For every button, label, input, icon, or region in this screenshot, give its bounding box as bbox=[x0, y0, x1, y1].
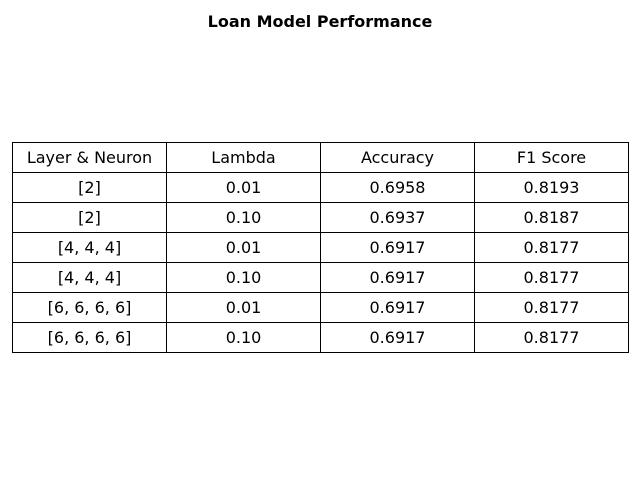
table-cell: 0.01 bbox=[166, 292, 321, 323]
table-cell: [4, 4, 4] bbox=[12, 262, 167, 293]
table-cell: 0.6917 bbox=[320, 262, 475, 293]
column-header: Accuracy bbox=[320, 142, 475, 173]
table-cell: 0.10 bbox=[166, 202, 321, 233]
table-cell: [4, 4, 4] bbox=[12, 232, 167, 263]
table-cell: 0.10 bbox=[166, 322, 321, 353]
table-cell: 0.01 bbox=[166, 172, 321, 203]
table-cell: 0.6917 bbox=[320, 232, 475, 263]
column-header: F1 Score bbox=[474, 142, 629, 173]
table-cell: 0.8177 bbox=[474, 232, 629, 263]
column-header: Layer & Neuron bbox=[12, 142, 167, 173]
table-cell: [2] bbox=[12, 202, 167, 233]
table-row: [4, 4, 4] 0.10 0.6917 0.8177 bbox=[12, 262, 629, 293]
table-cell: 0.8177 bbox=[474, 262, 629, 293]
column-header: Lambda bbox=[166, 142, 321, 173]
table-cell: 0.8193 bbox=[474, 172, 629, 203]
table-cell: [6, 6, 6, 6] bbox=[12, 292, 167, 323]
table-cell: 0.8177 bbox=[474, 292, 629, 323]
table-row: [2] 0.10 0.6937 0.8187 bbox=[12, 202, 629, 233]
chart-title: Loan Model Performance bbox=[207, 12, 433, 31]
table-cell: 0.6917 bbox=[320, 292, 475, 323]
table-row: [6, 6, 6, 6] 0.10 0.6917 0.8177 bbox=[12, 322, 629, 353]
table-cell: [2] bbox=[12, 172, 167, 203]
table-cell: 0.8187 bbox=[474, 202, 629, 233]
table-cell: 0.6937 bbox=[320, 202, 475, 233]
table-cell: 0.6917 bbox=[320, 322, 475, 353]
table-cell: 0.6958 bbox=[320, 172, 475, 203]
table-header-row: Layer & Neuron Lambda Accuracy F1 Score bbox=[12, 142, 629, 173]
table-cell: 0.10 bbox=[166, 262, 321, 293]
table-cell: [6, 6, 6, 6] bbox=[12, 322, 167, 353]
table-row: [4, 4, 4] 0.01 0.6917 0.8177 bbox=[12, 232, 629, 263]
table-row: [2] 0.01 0.6958 0.8193 bbox=[12, 172, 629, 203]
results-table: Layer & Neuron Lambda Accuracy F1 Score … bbox=[12, 142, 629, 353]
table-cell: 0.8177 bbox=[474, 322, 629, 353]
table-row: [6, 6, 6, 6] 0.01 0.6917 0.8177 bbox=[12, 292, 629, 323]
table-cell: 0.01 bbox=[166, 232, 321, 263]
